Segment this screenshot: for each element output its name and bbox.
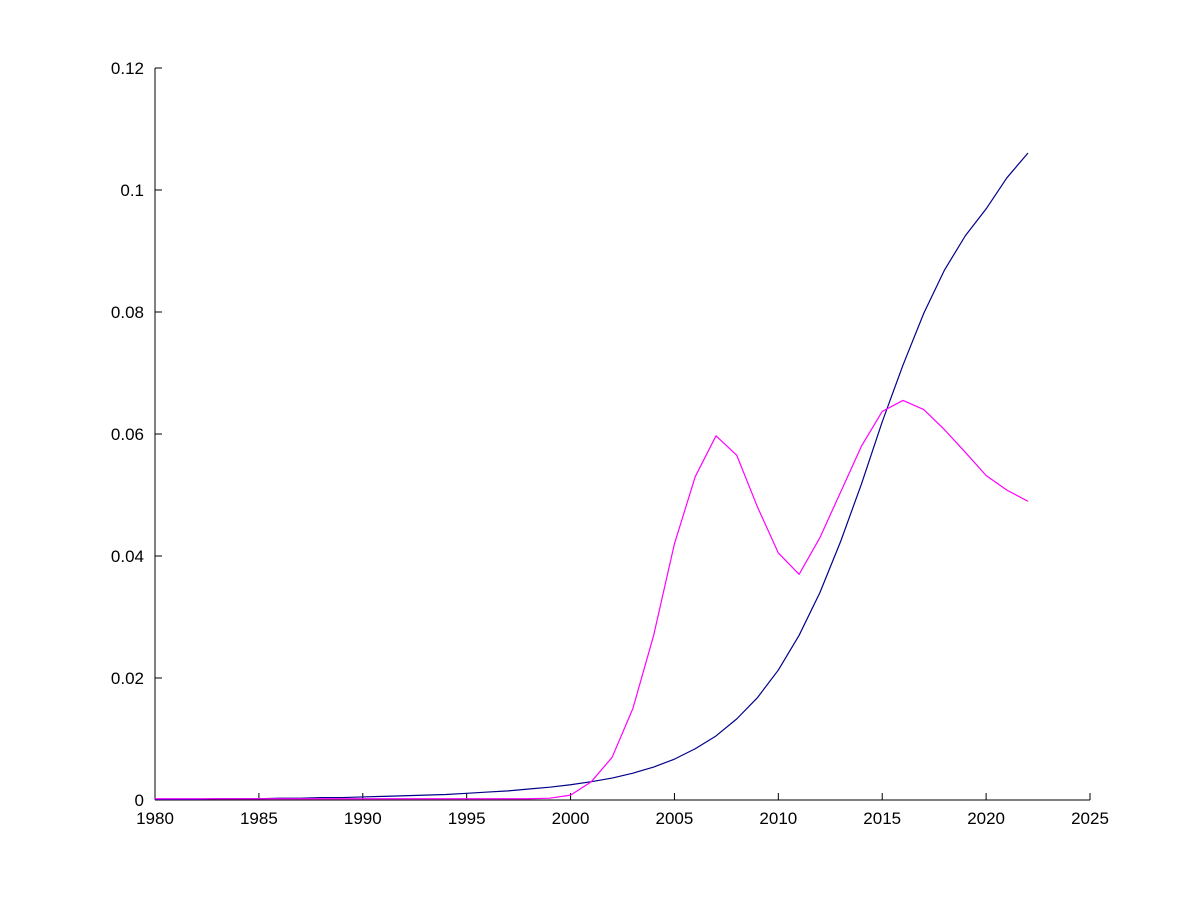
x-tick-label: 2000 — [552, 809, 590, 828]
x-tick-label: 2025 — [1071, 809, 1109, 828]
x-tick-label: 2015 — [863, 809, 901, 828]
x-tick-label: 2020 — [967, 809, 1005, 828]
y-tick-label: 0.08 — [111, 303, 144, 322]
y-tick-label: 0.04 — [111, 547, 144, 566]
x-tick-label: 1990 — [344, 809, 382, 828]
y-tick-label: 0.12 — [111, 59, 144, 78]
y-tick-label: 0 — [135, 791, 144, 810]
series-line-smooth-growth-curve — [154, 152, 1029, 800]
x-tick-label: 2010 — [759, 809, 797, 828]
x-tick-label: 1995 — [448, 809, 486, 828]
series-line-oscillating-series — [154, 399, 1029, 800]
y-tick-label: 0.02 — [111, 669, 144, 688]
x-tick-label: 1980 — [136, 809, 174, 828]
y-tick-label: 0.06 — [111, 425, 144, 444]
y-tick-label: 0.1 — [120, 181, 144, 200]
x-tick-label: 1985 — [240, 809, 278, 828]
x-tick-label: 2005 — [656, 809, 694, 828]
